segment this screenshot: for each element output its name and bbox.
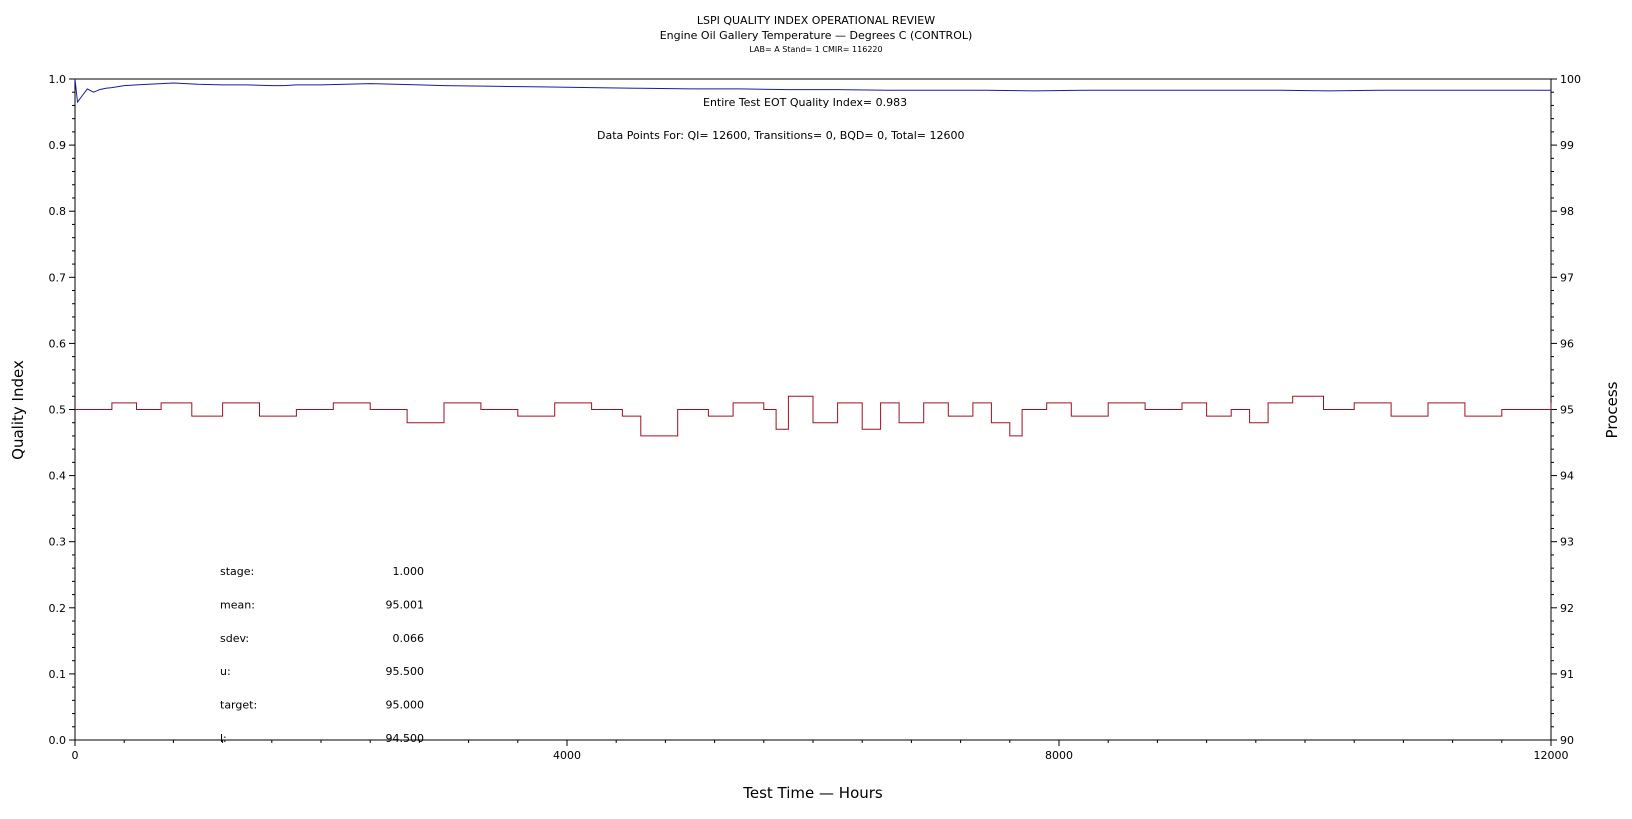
y2-tick-label: 90 xyxy=(1560,734,1574,747)
stat-label: l: xyxy=(220,732,227,745)
data-series xyxy=(74,78,1552,437)
x-axis-label: Test Time — Hours xyxy=(742,784,883,802)
stat-value: 95.000 xyxy=(386,699,425,712)
stat-label: target: xyxy=(220,699,257,712)
y-tick-label: 0.9 xyxy=(49,139,67,152)
process-series-line xyxy=(75,395,1552,437)
y-tick-label: 0.2 xyxy=(49,602,67,615)
y-axis-label: Quality Index xyxy=(9,360,27,460)
y2-tick-label: 92 xyxy=(1560,602,1574,615)
data-points-summary: Data Points For: QI= 12600, Transitions=… xyxy=(597,129,965,142)
y-tick-label: 0.7 xyxy=(49,271,67,284)
y2-tick-label: 99 xyxy=(1560,139,1574,152)
eot-quality-index: Entire Test EOT Quality Index= 0.983 xyxy=(703,96,907,109)
y-tick-label: 0.5 xyxy=(49,404,67,417)
stat-value: 95.001 xyxy=(386,598,425,611)
y-tick-label: 1.0 xyxy=(49,73,67,86)
y-tick-label: 0.0 xyxy=(49,734,67,747)
stat-value: 0.066 xyxy=(393,632,425,645)
stat-label: sdev: xyxy=(220,632,249,645)
stat-label: stage: xyxy=(220,565,254,578)
x-tick-label: 8000 xyxy=(1045,749,1073,762)
y-tick-label: 0.1 xyxy=(49,668,67,681)
chart-subtitle-lab: LAB= A Stand= 1 CMIR= 116220 xyxy=(749,45,882,54)
stat-value: 94.500 xyxy=(386,732,425,745)
chart-title: LSPI QUALITY INDEX OPERATIONAL REVIEW xyxy=(697,14,935,27)
y2-tick-label: 100 xyxy=(1560,73,1581,86)
y2-tick-label: 95 xyxy=(1560,404,1574,417)
quality-index-series-line xyxy=(74,78,1551,104)
y-tick-label: 0.8 xyxy=(49,205,67,218)
stat-value: 1.000 xyxy=(393,565,425,578)
y2-tick-label: 93 xyxy=(1560,536,1574,549)
y2-tick-label: 91 xyxy=(1560,668,1574,681)
y-tick-label: 0.3 xyxy=(49,536,67,549)
y2-axis-label: Process xyxy=(1603,381,1621,438)
x-tick-label: 0 xyxy=(72,749,79,762)
y2-tick-label: 97 xyxy=(1560,271,1574,284)
x-tick-label: 12000 xyxy=(1534,749,1569,762)
y2-tick-label: 96 xyxy=(1560,337,1574,350)
stat-label: mean: xyxy=(220,598,255,611)
axis-ticks: 0.0 0.1 0.2 0.3 0.4 0.5 0.6 0.7 0.8 0.9 1.0 90 91 92 9… xyxy=(49,73,1582,762)
stat-label: u: xyxy=(220,665,231,678)
stat-value: 95.500 xyxy=(386,665,425,678)
chart-subtitle: Engine Oil Gallery Temperature — Degrees… xyxy=(660,29,973,42)
y2-tick-label: 98 xyxy=(1560,205,1574,218)
y-tick-label: 0.4 xyxy=(49,470,67,483)
y2-tick-label: 94 xyxy=(1560,470,1574,483)
x-tick-label: 4000 xyxy=(553,749,581,762)
stats-block: stage: 1.000 mean: 95.001 sdev: 0.066 u: 95.500… xyxy=(220,565,424,745)
y-tick-label: 0.6 xyxy=(49,337,67,350)
